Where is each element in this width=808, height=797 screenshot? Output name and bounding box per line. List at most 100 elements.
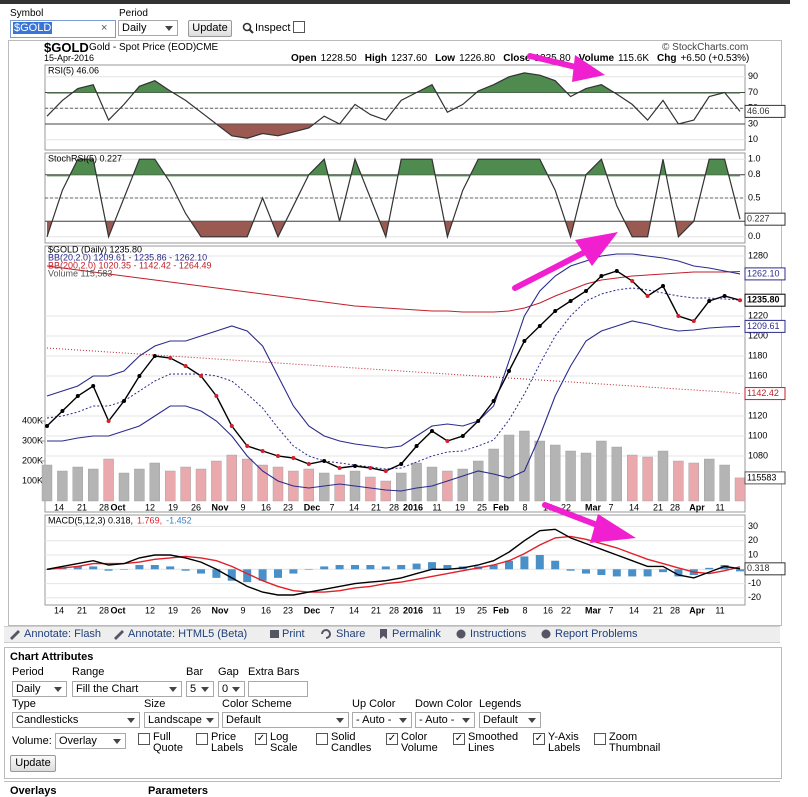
histogram-bar: [736, 569, 744, 572]
period-label: Period: [119, 8, 148, 19]
x-tick-label: 19: [455, 502, 465, 512]
close-point: [168, 356, 173, 360]
field-select[interactable]: Landscape: [144, 712, 219, 728]
histogram-bar: [243, 569, 252, 583]
x-tick-label: Feb: [493, 605, 510, 615]
field-select[interactable]: Candlesticks: [12, 712, 140, 728]
field-select[interactable]: Default: [479, 712, 541, 728]
volume-bar: [550, 444, 561, 502]
symbol-input[interactable]: $GOLD ×: [10, 20, 116, 38]
field-label: Extra Bars: [248, 666, 300, 678]
toolbar-link[interactable]: Share: [336, 628, 366, 640]
close-point: [383, 469, 388, 473]
field-select[interactable]: - Auto -: [352, 712, 412, 728]
x-tick-label: 21: [653, 502, 663, 512]
volume-bar: [118, 472, 130, 502]
close-point: [260, 449, 265, 453]
field-select[interactable]: Default: [222, 712, 349, 728]
close-point: [199, 374, 203, 378]
field-select[interactable]: 0: [218, 681, 245, 697]
toolbar-link[interactable]: Report Problems: [555, 628, 638, 640]
x-tick-label: 21: [371, 605, 381, 615]
oversold-fill: [47, 221, 694, 237]
x-tick-label: 2016: [403, 605, 423, 615]
histogram-bar: [181, 569, 190, 571]
x-tick-label: 14: [54, 502, 64, 512]
x-tick-label: 7: [329, 605, 334, 615]
close-point: [738, 298, 742, 303]
volume-select[interactable]: Overlay: [55, 733, 126, 749]
toolbar-link[interactable]: Print: [282, 628, 305, 640]
close-point: [568, 299, 573, 303]
volume-bar: [534, 440, 545, 502]
x-tick-label: 9: [240, 605, 245, 615]
x-tick-label: 28: [389, 502, 399, 512]
legend-entry: MACD(5,12,3) 0.318,: [48, 515, 133, 525]
x-tick-label: Apr: [689, 605, 705, 615]
checkbox[interactable]: ✓: [255, 733, 267, 745]
x-tick-label: 28: [389, 605, 399, 615]
x-tick-label: Apr: [689, 502, 705, 512]
volume-bar: [442, 470, 453, 502]
period-select[interactable]: Daily: [118, 20, 178, 36]
checkbox[interactable]: ✓: [386, 733, 398, 745]
overlays-panel: [4, 781, 780, 796]
checkbox[interactable]: [594, 733, 606, 745]
checkbox[interactable]: [196, 733, 208, 745]
field-select[interactable]: 5: [186, 681, 214, 697]
close-point: [707, 299, 712, 303]
x-tick-label: 25: [477, 605, 487, 615]
search-icon: [242, 22, 254, 34]
inspect-checkbox[interactable]: [293, 21, 305, 33]
close-point: [476, 419, 481, 423]
checkbox[interactable]: ✓: [533, 733, 545, 745]
value-box-label: 1235.80: [747, 295, 780, 305]
close-point: [460, 434, 465, 438]
field-select[interactable]: Daily: [12, 681, 67, 697]
checkbox[interactable]: [138, 733, 150, 745]
field-select[interactable]: - Auto -: [415, 712, 475, 728]
volume-bar: [688, 462, 699, 502]
field-input[interactable]: [248, 681, 308, 697]
x-tick-label: 14: [629, 502, 639, 512]
volume-bar: [72, 466, 84, 502]
close-point: [676, 314, 681, 318]
toolbar-link[interactable]: Instructions: [470, 628, 527, 640]
checkbox[interactable]: [316, 733, 328, 745]
toolbar-link[interactable]: Annotate: Flash: [24, 628, 102, 640]
x-tick-label: 28: [670, 502, 680, 512]
histogram-bar: [520, 556, 529, 570]
x-tick-label: Nov: [211, 502, 228, 512]
toolbar-link[interactable]: Annotate: HTML5 (Beta): [128, 628, 248, 640]
histogram-bar: [351, 565, 359, 570]
field-label: Legends: [479, 698, 522, 710]
quote-label: Low: [435, 53, 456, 64]
volume-bar: [642, 456, 653, 502]
checkbox-label: Log Scale: [270, 731, 298, 754]
attributes-update[interactable]: Update: [10, 755, 56, 772]
y-tick-label: 1160: [748, 370, 767, 380]
overbought-fill: [47, 159, 740, 177]
x-tick-label: Mar: [585, 502, 602, 512]
histogram-bar: [150, 565, 159, 570]
field-select[interactable]: Fill the Chart: [72, 681, 182, 697]
histogram-bar: [643, 569, 652, 577]
histogram-bar: [135, 565, 144, 570]
clear-button[interactable]: ×: [101, 22, 108, 34]
top-bar: [0, 0, 790, 4]
histogram-bar: [597, 569, 606, 575]
field-label: Size: [144, 698, 166, 710]
volume-bar: [41, 464, 53, 502]
volume-bar: [103, 458, 114, 502]
checkbox[interactable]: ✓: [453, 733, 465, 745]
volume-label: Volume:: [12, 735, 52, 747]
legend-entry: 1.769,: [137, 515, 162, 525]
close-point: [122, 399, 126, 403]
update-button[interactable]: Update: [188, 20, 232, 37]
histogram-bar: [397, 565, 406, 570]
overlays-label: Overlays: [10, 785, 57, 797]
close-point: [152, 354, 157, 358]
volume-tick-label: 200K: [22, 455, 43, 465]
toolbar-link[interactable]: Permalink: [392, 628, 441, 640]
